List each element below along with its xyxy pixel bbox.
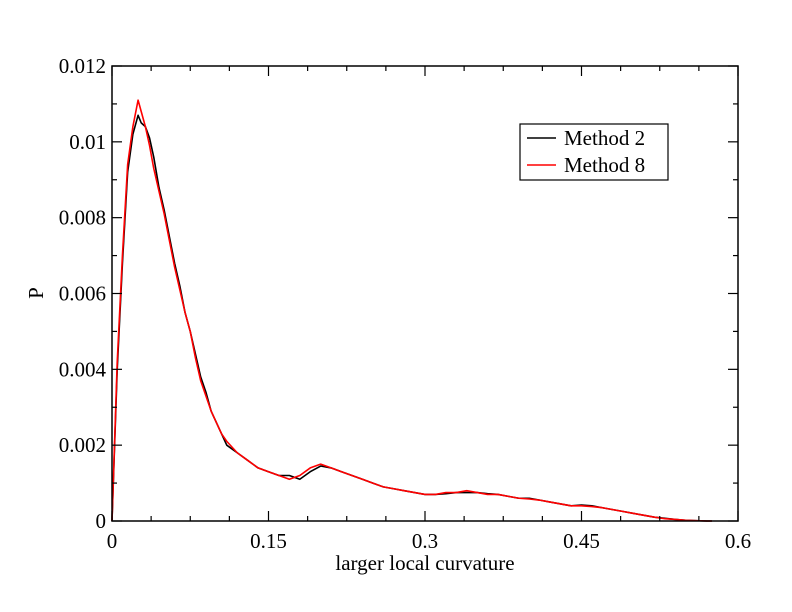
- legend-label-method-2: Method 2: [564, 126, 645, 150]
- y-tick-label: 0.002: [59, 433, 106, 457]
- ticks-layer: 0 0.15 0.3 0.45 0.6 0 0.002 0.004 0.006 0.008 0.01…: [59, 54, 751, 553]
- y-tick-label: 0.01: [69, 130, 106, 154]
- legend: Method 2 Method 8: [519, 123, 669, 181]
- series-layer: [111, 99, 712, 522]
- y-tick-label: 0.012: [59, 54, 106, 78]
- x-tick-label: 0.3: [412, 529, 438, 553]
- x-tick-label: 0.45: [563, 529, 600, 553]
- y-tick-label: 0.006: [59, 282, 106, 306]
- y-tick-label: 0.004: [59, 357, 107, 381]
- legend-box: [519, 123, 669, 181]
- legend-label-method-8: Method 8: [564, 153, 645, 177]
- y-tick-label: 0: [96, 509, 107, 533]
- x-axis-label: larger local curvature: [335, 551, 514, 575]
- y-tick-label: 0.008: [59, 206, 106, 230]
- series-line-method-8: [111, 99, 712, 522]
- y-axis-label: P: [24, 287, 48, 299]
- x-tick-label: 0.6: [725, 529, 751, 553]
- x-tick-label: 0: [107, 529, 118, 553]
- x-tick-label: 0.15: [250, 529, 287, 553]
